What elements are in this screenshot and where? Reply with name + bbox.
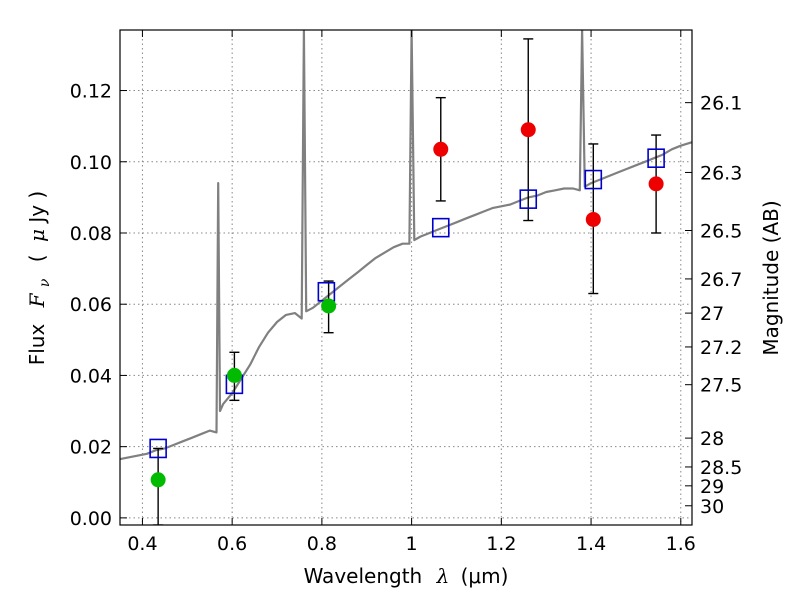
x-tick-label: 1 — [406, 533, 418, 555]
y2-tick-label: 27.2 — [700, 337, 742, 359]
model-square-point — [584, 169, 603, 190]
x-tick-label: 0.4 — [127, 533, 157, 555]
observed-circle-point — [648, 176, 664, 192]
observed-circle-point — [150, 472, 166, 488]
y-axis-label-unit-rest: Jy ) — [25, 191, 49, 225]
x-tick-label: 1.4 — [576, 533, 606, 555]
x-tick-label: 0.8 — [307, 533, 337, 555]
y-tick-label: 0.10 — [70, 152, 112, 174]
y2-tick-label: 27 — [700, 303, 724, 325]
observed-circle-point — [321, 298, 337, 314]
observed-circle-point — [433, 141, 449, 157]
model-square-point — [149, 438, 167, 459]
observed-circle-point — [520, 122, 536, 138]
y2-tick-label: 26.1 — [700, 93, 742, 115]
y2-tick-label: 27.5 — [700, 375, 742, 397]
y-tick-label: 0.12 — [70, 81, 112, 103]
y2-tick-label: 26.3 — [700, 162, 742, 184]
y2-tick-label: 28.5 — [700, 457, 742, 479]
y-axis-label-symbol: F — [25, 292, 49, 308]
y2-tick-label: 26.5 — [700, 220, 742, 242]
model-square-point — [647, 148, 665, 169]
x-tick-label: 1.6 — [666, 533, 696, 555]
y-tick-label: 0.06 — [70, 294, 112, 316]
y-axis-label-unit-open: ( — [25, 254, 49, 262]
observed-circle-point — [226, 367, 242, 383]
axis-ticks: 0.4 0.6 0.8 1 1.2 1.4 1.6 0.00 0.02 0.04 0.06 0.08 0… — [70, 30, 742, 555]
y-tick-label: 0.02 — [70, 437, 112, 459]
model-square-point — [519, 189, 538, 209]
x-tick-label: 0.6 — [217, 533, 247, 555]
y2-axis-label: Magnitude (AB) — [759, 200, 783, 355]
y-axis-label-text: Flux — [25, 324, 49, 366]
model-square-point — [431, 217, 450, 238]
x-axis-label: Wavelength λ (μm) — [304, 564, 509, 588]
plot-frame — [119, 29, 693, 526]
y-tick-label: 0.00 — [70, 508, 112, 530]
y2-tick-label: 30 — [700, 496, 724, 518]
y2-tick-label: 26.7 — [700, 269, 742, 291]
y-tick-label: 0.08 — [70, 223, 112, 245]
plot-background — [120, 30, 692, 525]
y2-tick-label: 29 — [700, 476, 724, 498]
observed-circle-point — [585, 211, 601, 227]
x-tick-label: 1.2 — [486, 533, 516, 555]
y-axis-label-unit-mu: μ — [25, 229, 49, 242]
x-axis-label-unit: (μm) — [461, 564, 509, 588]
y-axis-label-subscript: ν — [37, 278, 53, 287]
y-axis-label: Flux F ν ( μ Jy ) — [25, 191, 54, 366]
data-markers — [149, 38, 665, 525]
x-axis-label-symbol: λ — [436, 564, 450, 588]
x-axis-label-text: Wavelength — [304, 564, 423, 588]
y2-tick-label: 28 — [700, 428, 724, 450]
y-tick-label: 0.04 — [70, 365, 112, 387]
